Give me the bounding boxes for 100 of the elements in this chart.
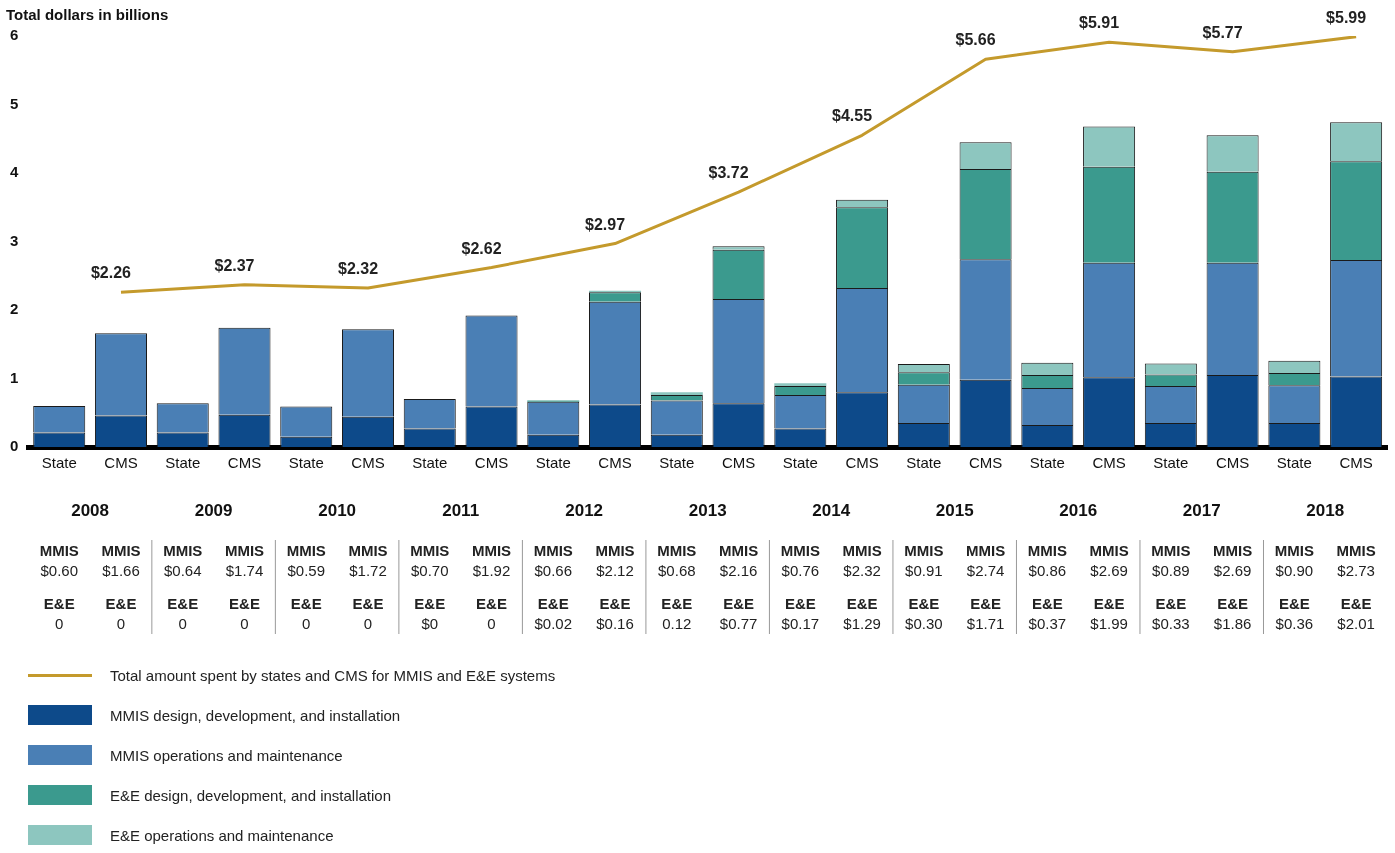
x-tick-label: State <box>782 454 818 472</box>
text: 2009 <box>194 501 233 520</box>
text: $2.16 <box>719 562 758 579</box>
text: MMIS <box>533 542 573 559</box>
text: 0 <box>55 615 64 632</box>
text: E&E <box>784 595 816 612</box>
text: $0.68 <box>658 562 696 579</box>
legend-label: Total amount spent by states and CMS for MMIS and E&E systems <box>110 666 556 684</box>
text: 0.12 <box>662 615 692 632</box>
text: E&E <box>1217 595 1249 612</box>
bar <box>650 392 703 395</box>
data-label: $2.32 <box>337 260 379 278</box>
text: $2.69 <box>1213 562 1252 579</box>
text: $0.33 <box>1152 615 1190 632</box>
x-tick-label: State <box>1029 454 1065 472</box>
data-label: $2.26 <box>90 264 132 282</box>
text: E&E <box>352 595 384 612</box>
legend-label: E&E operations and maintenance <box>110 826 334 844</box>
text: 0 <box>240 615 249 632</box>
text: $2.69 <box>1090 562 1128 579</box>
text: E&E <box>661 595 693 612</box>
x-tick-label: CMS <box>351 454 385 472</box>
text: $1.92 <box>472 562 511 579</box>
data-label: $2.97 <box>585 215 626 233</box>
legend-label: MMIS design, development, and installation <box>110 706 401 724</box>
x-tick-label: State <box>288 454 324 472</box>
text: $0.86 <box>1028 562 1067 579</box>
text: E&E <box>537 595 569 612</box>
text: E&E <box>105 595 137 612</box>
data-label: $2.37 <box>214 256 255 274</box>
data-label: $3.72 <box>708 164 749 182</box>
text: $0.36 <box>1275 615 1314 632</box>
text: $0.60 <box>40 562 78 579</box>
text: MMIS <box>1089 542 1129 559</box>
data-label: $4.55 <box>832 107 873 125</box>
x-tick-label: State <box>906 454 942 472</box>
x-tick-label: CMS <box>1339 454 1373 472</box>
text: $0.90 <box>1275 562 1314 579</box>
text: E&E <box>290 595 322 612</box>
text: MMIS <box>718 542 759 559</box>
text: MMIS <box>163 542 203 559</box>
text: 2017 <box>1182 501 1221 520</box>
y-tick-label: 0 <box>10 437 19 455</box>
x-tick-label: State <box>412 454 448 472</box>
text: E&E <box>43 595 75 612</box>
text: E&E <box>1093 595 1125 612</box>
text: $0.16 <box>596 615 634 632</box>
y-axis-title: Total dollars in billions <box>6 6 169 23</box>
legend-label: MMIS operations and maintenance <box>110 746 343 764</box>
text: 0 <box>116 615 126 632</box>
x-tick-label: State <box>535 454 571 472</box>
x-tick-label: CMS <box>968 454 1003 472</box>
text: $0.91 <box>905 562 943 579</box>
data-label: $5.77 <box>1202 23 1243 41</box>
text: 2015 <box>935 501 974 520</box>
legend-label: E&E design, development, and installation <box>110 786 392 804</box>
text: $1.72 <box>349 562 387 579</box>
text: $0.37 <box>1028 615 1067 632</box>
text: 2014 <box>812 501 851 520</box>
text: MMIS <box>348 542 388 559</box>
text: $0 <box>421 615 439 632</box>
x-tick-label: CMS <box>227 454 262 472</box>
text: MMIS <box>1336 542 1376 559</box>
text: $2.73 <box>1337 562 1375 579</box>
y-tick-label: 1 <box>10 368 19 386</box>
text: $0.17 <box>781 615 820 632</box>
text: MMIS <box>1151 542 1191 559</box>
data-label: $2.62 <box>461 239 502 257</box>
text: E&E <box>723 595 754 612</box>
y-tick-label: 4 <box>10 163 19 181</box>
text: $0.02 <box>534 615 573 632</box>
text: 2010 <box>318 501 357 520</box>
text: 2013 <box>688 501 727 520</box>
text: MMIS <box>101 542 141 559</box>
text: E&E <box>414 595 446 612</box>
x-tick-label: CMS <box>1092 454 1126 472</box>
text: E&E <box>229 595 260 612</box>
text: $0.64 <box>163 562 202 579</box>
text: MMIS <box>39 542 79 559</box>
text: $0.77 <box>719 615 758 632</box>
text: 0 <box>302 615 311 632</box>
text: MMIS <box>904 542 944 559</box>
text: $1.99 <box>1090 615 1128 632</box>
x-tick-label: CMS <box>474 454 509 472</box>
text: $2.32 <box>843 562 881 579</box>
text: MMIS <box>1213 542 1253 559</box>
x-tick-label: State <box>659 454 695 472</box>
text: $2.12 <box>596 562 634 579</box>
text: E&E <box>846 595 878 612</box>
text: MMIS <box>286 542 326 559</box>
text: E&E <box>908 595 940 612</box>
y-tick-label: 6 <box>10 26 19 44</box>
x-tick-label: State <box>1153 454 1189 472</box>
text: $2.01 <box>1337 615 1375 632</box>
text: $0.76 <box>781 562 820 579</box>
x-tick-label: CMS <box>845 454 879 472</box>
text: $0.30 <box>905 615 943 632</box>
text: 2011 <box>442 501 480 520</box>
text: 2008 <box>71 501 110 520</box>
text: E&E <box>1278 595 1310 612</box>
